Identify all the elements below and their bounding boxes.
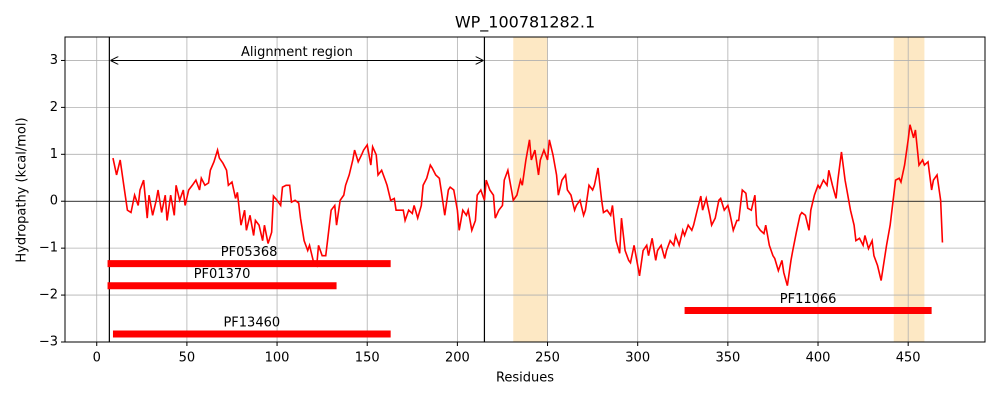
x-tick-label: 50	[179, 351, 196, 366]
x-tick-label: 150	[355, 351, 380, 366]
hydropathy-line	[112, 124, 944, 286]
domain-label: PF05368	[221, 245, 278, 260]
domain-label: PF01370	[194, 267, 251, 282]
x-tick-label: 250	[535, 351, 560, 366]
x-tick-label: 300	[625, 351, 650, 366]
x-tick-label: 200	[445, 351, 470, 366]
y-axis-label: Hydropathy (kcal/mol)	[15, 117, 30, 262]
chart-title: WP_100781282.1	[455, 13, 595, 33]
annotation-label: Alignment region	[241, 45, 353, 60]
y-tick-label: 2	[50, 100, 58, 115]
y-tick-label: −3	[39, 335, 58, 350]
x-tick-label: 450	[896, 351, 921, 366]
x-tick-label: 0	[93, 351, 101, 366]
x-axis-label: Residues	[496, 371, 554, 386]
y-tick-label: −1	[39, 241, 58, 256]
domain-label: PF11066	[780, 292, 837, 307]
highlight-span	[893, 37, 925, 342]
x-tick-label: 100	[265, 351, 290, 366]
y-tick-label: 1	[50, 147, 58, 162]
y-tick-label: 3	[50, 53, 58, 68]
x-tick-label: 400	[806, 351, 831, 366]
y-tick-label: −2	[39, 288, 58, 303]
plot-frame	[64, 36, 986, 343]
domain-label: PF13460	[223, 316, 280, 331]
x-tick-label: 350	[715, 351, 740, 366]
y-tick-label: 0	[50, 194, 58, 209]
